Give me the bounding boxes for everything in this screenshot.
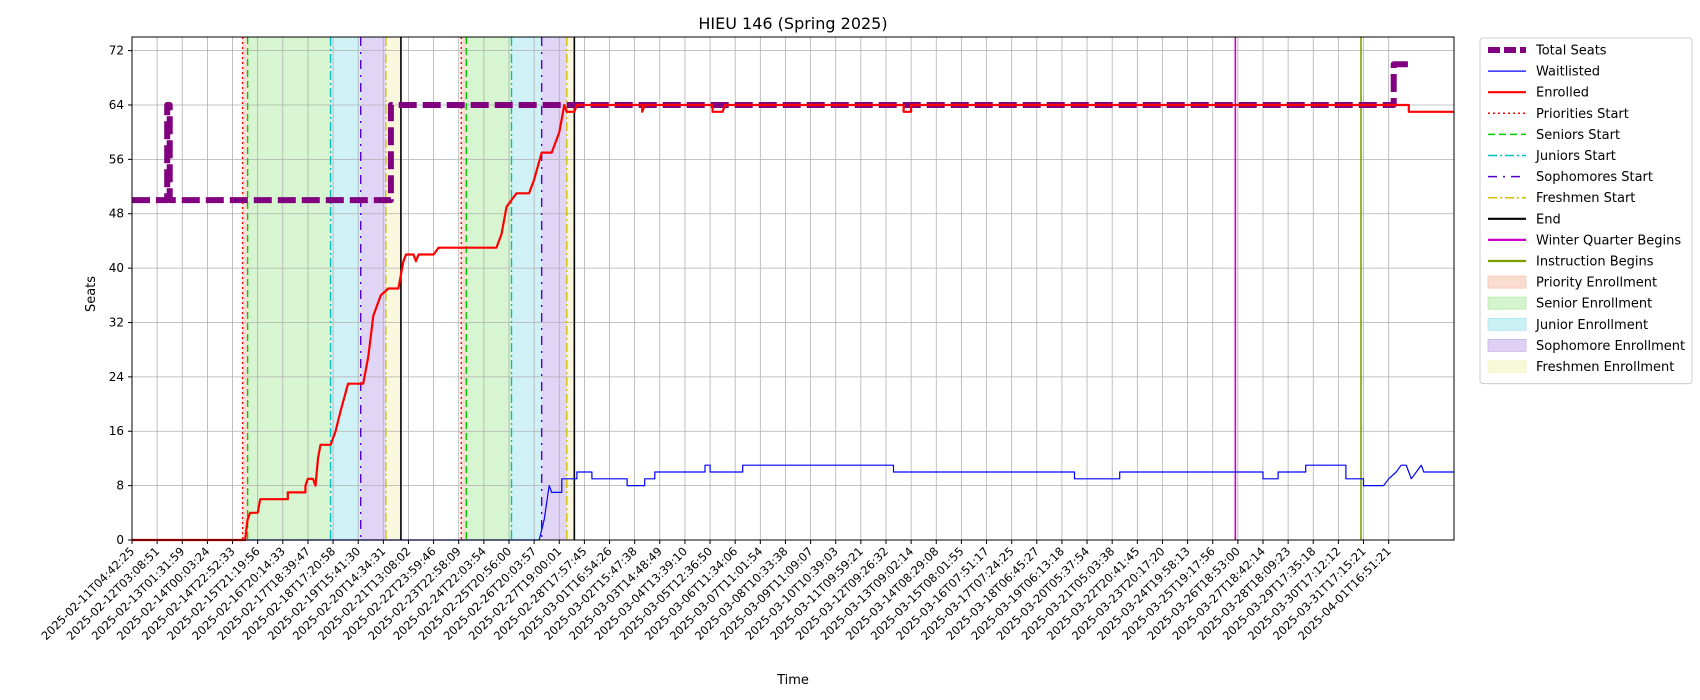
- legend-label: Instruction Begins: [1536, 255, 1654, 270]
- chart-title: HIEU 146 (Spring 2025): [698, 14, 887, 33]
- plot-frame: [131, 36, 1455, 541]
- span-priority-enrollment-0: [242, 37, 248, 540]
- legend-label: Senior Enrollment: [1536, 297, 1652, 312]
- x-axis-label: Time: [776, 673, 809, 688]
- legend-label: Priority Enrollment: [1536, 276, 1657, 291]
- span-senior-enrollment-0: [247, 37, 331, 540]
- span-junior-enrollment-0: [330, 37, 361, 540]
- enrollment-spans: [242, 37, 575, 540]
- y-tick-label: 0: [116, 533, 124, 547]
- x-axis-ticks: 2025-02-11T04:42:252025-02-12T03:08:5120…: [38, 540, 1394, 643]
- span-senior-enrollment-1: [466, 37, 512, 540]
- series-enrolled: [132, 103, 1454, 542]
- y-tick-label: 32: [109, 315, 124, 329]
- y-tick-label: 48: [109, 207, 124, 221]
- legend-label: Sophomore Enrollment: [1536, 339, 1685, 354]
- legend-label: End: [1536, 212, 1561, 227]
- y-tick-label: 56: [109, 152, 124, 166]
- legend-label: Sophomores Start: [1536, 170, 1653, 185]
- event-markers: [241, 37, 1362, 540]
- legend: Total Seats Waitlisted Enrolled Priorities …: [1479, 37, 1693, 385]
- legend-swatch: [1487, 338, 1527, 352]
- series-waitlisted: [132, 464, 1454, 541]
- y-tick-label: 16: [109, 424, 124, 438]
- legend-label: Winter Quarter Begins: [1536, 233, 1681, 248]
- legend-label: Junior Enrollment: [1535, 318, 1648, 333]
- y-axis-label: Seats: [84, 276, 99, 312]
- legend-swatch: [1487, 275, 1527, 289]
- span-freshmen-enrollment-1: [566, 37, 575, 540]
- legend-label: Waitlisted: [1536, 65, 1600, 80]
- legend-label: Freshmen Start: [1536, 191, 1635, 206]
- span-junior-enrollment-1: [511, 37, 542, 540]
- legend-swatch: [1487, 296, 1527, 310]
- span-sophomore-enrollment-1: [541, 37, 567, 540]
- legend-label: Seniors Start: [1536, 128, 1620, 143]
- y-axis-ticks: 0 8 16 24 32 40 48 56 64 72: [109, 44, 132, 547]
- y-tick-label: 8: [116, 479, 124, 493]
- series-lines: [132, 61, 1454, 542]
- legend-label: Priorities Start: [1536, 107, 1629, 122]
- y-tick-label: 72: [109, 44, 124, 58]
- legend-swatch: [1487, 317, 1527, 331]
- span-sophomore-enrollment-0: [360, 37, 386, 540]
- legend-label: Total Seats: [1535, 44, 1607, 59]
- series-total-seats: [132, 61, 1409, 204]
- span-priority-enrollment-1: [461, 37, 467, 540]
- legend-swatch: [1487, 360, 1527, 373]
- y-tick-label: 64: [109, 98, 124, 112]
- legend-label: Freshmen Enrollment: [1536, 360, 1674, 375]
- legend-label: Juniors Start: [1535, 149, 1616, 164]
- grid: [131, 37, 1454, 541]
- legend-label: Enrolled: [1536, 86, 1589, 101]
- legend-frame: [1479, 37, 1693, 385]
- y-tick-label: 40: [109, 261, 124, 275]
- y-tick-label: 24: [109, 370, 124, 384]
